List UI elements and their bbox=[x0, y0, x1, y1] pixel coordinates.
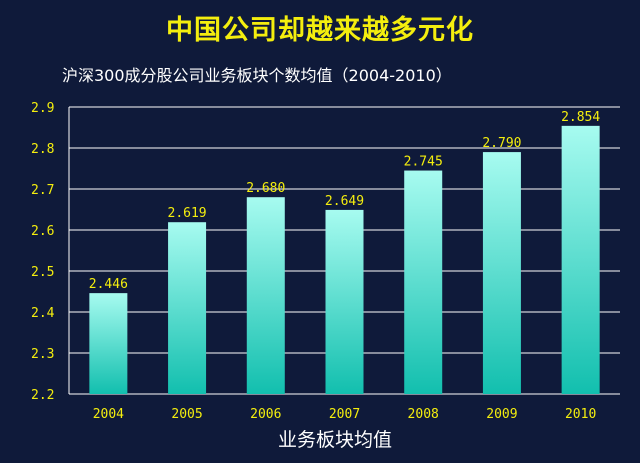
y-tick-label: 2.8 bbox=[31, 142, 54, 157]
data-label-2007: 2.649 bbox=[325, 194, 364, 209]
y-tick-label: 2.9 bbox=[31, 101, 54, 116]
y-tick-label: 2.7 bbox=[31, 183, 54, 198]
y-tick-label: 2.4 bbox=[31, 306, 55, 321]
x-tick-label-2006: 2006 bbox=[250, 407, 281, 422]
x-tick-label-2009: 2009 bbox=[486, 407, 517, 422]
y-tick-label: 2.2 bbox=[31, 388, 54, 403]
bar-2007 bbox=[325, 209, 364, 394]
data-label-2008: 2.745 bbox=[404, 155, 443, 170]
bar-2006 bbox=[246, 197, 285, 394]
y-tick-label: 2.6 bbox=[31, 224, 54, 239]
x-tick-label-2008: 2008 bbox=[408, 407, 439, 422]
data-label-2006: 2.680 bbox=[246, 181, 285, 196]
data-label-2010: 2.854 bbox=[561, 110, 600, 125]
headline: 中国公司却越来越多元化 bbox=[166, 15, 474, 46]
data-label-2009: 2.790 bbox=[482, 136, 521, 151]
chart-title: 沪深300成分股公司业务板块个数均值（2004-2010） bbox=[62, 66, 452, 85]
x-tick-label-2007: 2007 bbox=[329, 407, 360, 422]
bar-2009 bbox=[482, 152, 521, 394]
data-label-2004: 2.446 bbox=[89, 277, 128, 292]
x-tick-label-2005: 2005 bbox=[171, 407, 202, 422]
y-tick-label: 2.3 bbox=[31, 347, 54, 362]
x-axis-label: 业务板块均值 bbox=[278, 429, 392, 451]
y-tick-label: 2.5 bbox=[31, 265, 54, 280]
bar-2004 bbox=[89, 293, 128, 394]
bar-2005 bbox=[168, 222, 207, 394]
x-tick-label-2004: 2004 bbox=[93, 407, 124, 422]
data-label-2005: 2.619 bbox=[168, 206, 207, 221]
x-tick-label-2010: 2010 bbox=[565, 407, 596, 422]
bar-2010 bbox=[561, 125, 600, 395]
bar-2008 bbox=[404, 170, 443, 394]
